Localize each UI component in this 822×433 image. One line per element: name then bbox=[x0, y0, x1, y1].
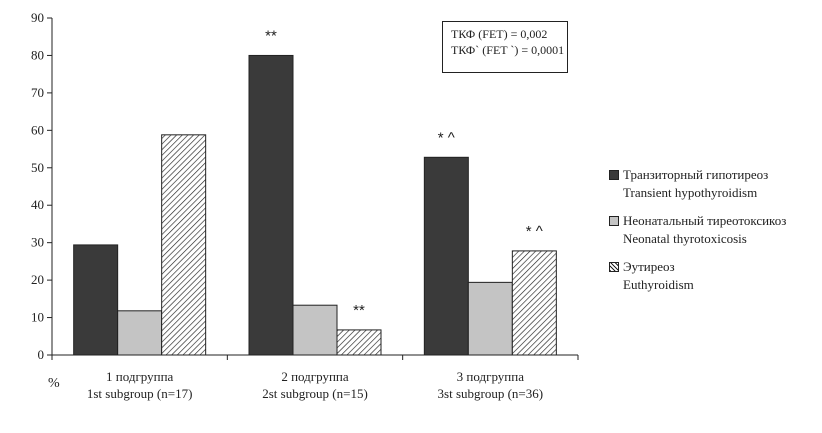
y-tick-label: 60 bbox=[31, 122, 44, 137]
stat-line-2: ТКФ` (FET `) = 0,0001 bbox=[451, 43, 565, 57]
bar bbox=[336, 329, 382, 356]
x-category-label: 2 подгруппа bbox=[281, 369, 349, 384]
y-tick-label: 0 bbox=[38, 347, 45, 362]
legend-label-ru: Транзиторный гипотиреоз bbox=[623, 167, 769, 182]
y-axis-unit-label: % bbox=[48, 376, 60, 391]
bar bbox=[511, 250, 557, 356]
y-tick-label: 30 bbox=[31, 235, 44, 250]
y-tick-label: 90 bbox=[31, 10, 44, 25]
axes: 0 10 20 30 40 50 60 70 80 90 bbox=[31, 10, 579, 362]
x-category-sublabel: 2st subgroup (n=15) bbox=[262, 386, 368, 401]
bar bbox=[161, 134, 207, 356]
legend-swatch-dark bbox=[609, 170, 619, 180]
x-category-label: 3 подгруппа bbox=[457, 369, 525, 384]
legend: Транзиторный гипотиреоз Transient hypoth… bbox=[609, 166, 819, 304]
y-tick-label: 10 bbox=[31, 310, 44, 325]
significance-annotation: ** bbox=[265, 27, 277, 44]
legend-label-ru: Неонатальный тиреотоксикоз bbox=[623, 213, 787, 228]
legend-item-euthyroidism: Эутиреоз Euthyroidism bbox=[609, 258, 819, 300]
legend-label-ru: Эутиреоз bbox=[623, 259, 675, 274]
legend-swatch-hatch bbox=[609, 262, 619, 272]
stat-line-1: ТКФ (FET) = 0,002 bbox=[451, 27, 548, 41]
y-tick-label: 20 bbox=[31, 272, 44, 287]
y-tick-label: 70 bbox=[31, 85, 44, 100]
x-category-sublabel: 3st subgroup (n=36) bbox=[438, 386, 544, 401]
labels: 1 подгруппа 1st subgroup (n=17) 2 подгрупп… bbox=[87, 27, 543, 401]
y-tick-label: 50 bbox=[31, 160, 44, 175]
bar bbox=[292, 304, 338, 356]
x-category-sublabel: 1st subgroup (n=17) bbox=[87, 386, 193, 401]
significance-annotation: ** bbox=[353, 302, 365, 319]
bar bbox=[467, 281, 513, 356]
y-tick-label: 40 bbox=[31, 197, 44, 212]
bar bbox=[248, 54, 294, 356]
bar bbox=[73, 244, 119, 356]
legend-label-en: Transient hypothyroidism bbox=[623, 185, 758, 200]
legend-label-en: Euthyroidism bbox=[623, 277, 694, 292]
legend-item-neonatal-thyrotoxicosis: Неонатальный тиреотоксикоз Neonatal thyr… bbox=[609, 212, 819, 254]
bar bbox=[117, 310, 163, 356]
significance-annotation: * ^ bbox=[526, 223, 543, 240]
statistics-box: ТКФ (FET) = 0,002 ТКФ` (FET `) = 0,0001 bbox=[442, 21, 568, 73]
x-category-label: 1 подгруппа bbox=[106, 369, 174, 384]
y-tick-label: 80 bbox=[31, 47, 44, 62]
significance-annotation: * ^ bbox=[438, 129, 455, 146]
legend-swatch-light bbox=[609, 216, 619, 226]
bar bbox=[423, 156, 469, 356]
legend-label-en: Neonatal thyrotoxicosis bbox=[623, 231, 747, 246]
bars bbox=[73, 54, 557, 356]
legend-item-transient-hypothyroidism: Транзиторный гипотиреоз Transient hypoth… bbox=[609, 166, 819, 208]
